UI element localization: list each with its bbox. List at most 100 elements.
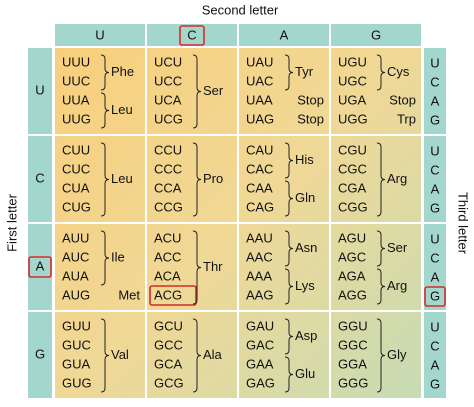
brace	[376, 54, 386, 91]
amino-acid: Stop	[389, 92, 416, 107]
codon: CUG	[62, 199, 91, 214]
second-letter: C	[187, 27, 196, 42]
codon: AGG	[338, 287, 367, 302]
codon: CCA	[154, 180, 182, 195]
codon: UCU	[154, 54, 182, 69]
third-letter-cell	[424, 224, 446, 310]
amino-acid: Stop	[297, 92, 324, 107]
codon: ACA	[154, 268, 181, 283]
third-letter: A	[431, 269, 440, 284]
amino-acid: Leu	[111, 102, 133, 117]
first-letter: U	[35, 82, 44, 97]
codon: UAA	[246, 92, 273, 107]
codon: GCG	[154, 375, 184, 390]
codon-cell	[55, 48, 145, 134]
third-letter-cell	[424, 48, 446, 134]
amino-acid: Tyr	[295, 64, 314, 79]
codon: ACC	[154, 249, 181, 264]
codon: AAA	[246, 268, 272, 283]
codon: AGU	[338, 230, 366, 245]
codon: AUA	[62, 268, 89, 283]
codon: ACG	[154, 287, 182, 302]
amino-acid: Ala	[203, 347, 223, 362]
brace	[284, 318, 294, 355]
first-letter: G	[35, 346, 45, 361]
codon: GUC	[62, 337, 91, 352]
first-letter-cell	[28, 224, 52, 310]
codon: UCA	[154, 92, 182, 107]
codon: CAU	[246, 142, 273, 157]
second-letter-title: Second letter	[202, 2, 279, 17]
second-letter: U	[95, 27, 104, 42]
codon: GUG	[62, 375, 92, 390]
codon: GUA	[62, 356, 91, 371]
codon: CGU	[338, 142, 367, 157]
codon: UGG	[338, 111, 368, 126]
codon: CCG	[154, 199, 183, 214]
codon: GAA	[246, 356, 274, 371]
codon: CAC	[246, 161, 273, 176]
brace	[192, 230, 202, 305]
brace	[100, 230, 110, 286]
amino-acid: Asn	[295, 240, 317, 255]
third-letter: A	[431, 93, 440, 108]
amino-acid: His	[295, 152, 314, 167]
codon: GGU	[338, 318, 368, 333]
codon: CAA	[246, 180, 273, 195]
third-letter: G	[430, 112, 440, 127]
codon-cell	[239, 224, 329, 310]
codon: CCC	[154, 161, 182, 176]
third-letter-cell	[424, 136, 446, 222]
brace	[100, 54, 110, 91]
brace	[284, 54, 294, 91]
highlight-box	[179, 25, 205, 46]
amino-acid: Phe	[111, 64, 134, 79]
highlight-box	[149, 285, 197, 306]
third-letter: U	[430, 143, 439, 158]
codon: CAG	[246, 199, 274, 214]
codon: UAU	[246, 54, 273, 69]
codon: GCC	[154, 337, 183, 352]
codon-cell	[331, 48, 421, 134]
brace	[284, 268, 294, 305]
codon: UAC	[246, 73, 273, 88]
codon: GAC	[246, 337, 274, 352]
amino-acid: Ser	[387, 240, 408, 255]
first-letter-title: First letter	[4, 193, 19, 251]
amino-acid: Asp	[295, 328, 317, 343]
amino-acid: Thr	[203, 259, 223, 274]
highlight-box	[424, 286, 446, 307]
amino-acid: Ser	[203, 83, 224, 98]
third-letter: C	[430, 162, 439, 177]
codon: AAU	[246, 230, 273, 245]
codon: ACU	[154, 230, 181, 245]
third-letter: C	[430, 74, 439, 89]
header-cell	[239, 24, 329, 46]
codon: CUA	[62, 180, 90, 195]
third-letter: U	[430, 231, 439, 246]
second-letter: A	[280, 27, 289, 42]
brace	[376, 318, 386, 393]
amino-acid: Ile	[111, 249, 125, 264]
codon: AUU	[62, 230, 89, 245]
amino-acid: Met	[118, 287, 140, 302]
codon: CGC	[338, 161, 367, 176]
codon: CCU	[154, 142, 182, 157]
codon-cell	[55, 312, 145, 398]
codon: UGC	[338, 73, 367, 88]
codon-cell	[239, 136, 329, 222]
third-letter: G	[430, 376, 440, 391]
brace	[284, 180, 294, 217]
amino-acid: Stop	[297, 111, 324, 126]
codon: AUG	[62, 287, 90, 302]
first-letter: A	[36, 258, 45, 273]
codon: GAG	[246, 375, 275, 390]
third-letter: G	[430, 200, 440, 215]
amino-acid: Val	[111, 347, 129, 362]
highlight-box	[28, 256, 52, 278]
codon: GGG	[338, 375, 368, 390]
amino-acid: Leu	[111, 171, 133, 186]
third-letter: A	[431, 357, 440, 372]
codon-cell	[147, 48, 237, 134]
